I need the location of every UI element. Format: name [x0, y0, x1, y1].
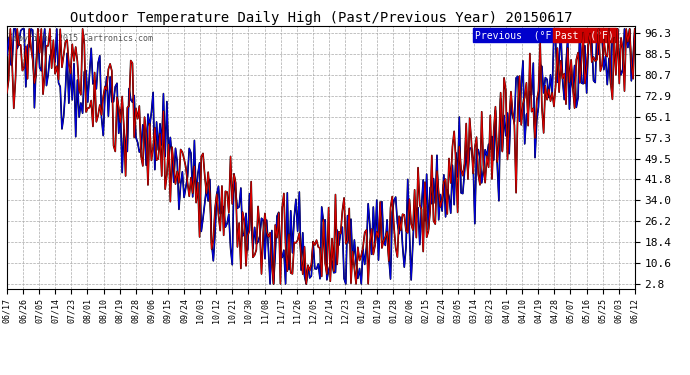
Text: Past  (°F): Past (°F): [555, 30, 614, 40]
Text: Previous  (°F): Previous (°F): [475, 30, 557, 40]
Text: Copyright 2015 Cartronics.com: Copyright 2015 Cartronics.com: [8, 34, 153, 43]
Title: Outdoor Temperature Daily High (Past/Previous Year) 20150617: Outdoor Temperature Daily High (Past/Pre…: [70, 11, 572, 25]
